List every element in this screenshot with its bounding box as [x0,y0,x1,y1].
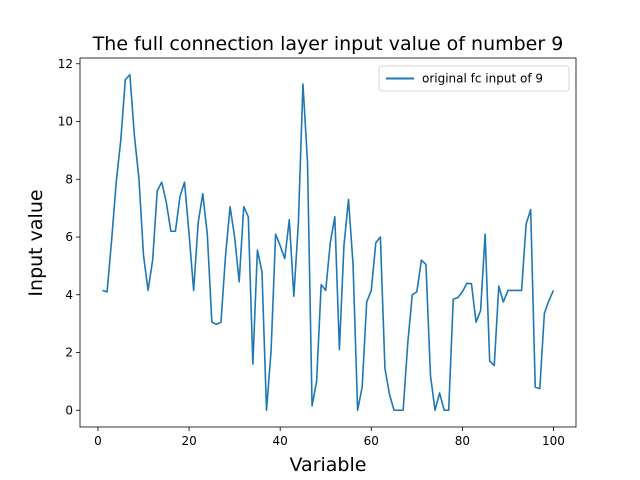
x-tick-label: 0 [94,434,102,448]
series-line [102,73,555,412]
legend: original fc input of 9 [378,65,570,92]
legend-box [378,65,570,92]
x-axis-title: Variable [290,454,367,476]
y-tick-label: 2 [65,346,73,360]
plot-frame [79,57,577,428]
x-tick-label: 100 [542,434,565,448]
legend-label: original fc input of 9 [422,72,543,86]
y-tick-label: 0 [65,403,73,417]
y-axis: 0 2 4 6 8 10 12 [58,57,80,417]
x-tick-label: 40 [273,434,288,448]
y-axis-title: Input value [25,189,47,296]
y-tick-label: 4 [65,288,73,302]
y-tick-label: 10 [58,115,73,129]
y-tick-label: 6 [65,230,73,244]
x-tick-label: 20 [181,434,196,448]
y-tick-label: 8 [65,172,73,186]
x-axis: 0 20 40 60 80 100 [94,427,565,448]
chart-title: The full connection layer input value of… [92,33,564,55]
x-tick-label: 60 [364,434,379,448]
x-tick-label: 80 [455,434,470,448]
y-tick-label: 12 [58,57,73,71]
